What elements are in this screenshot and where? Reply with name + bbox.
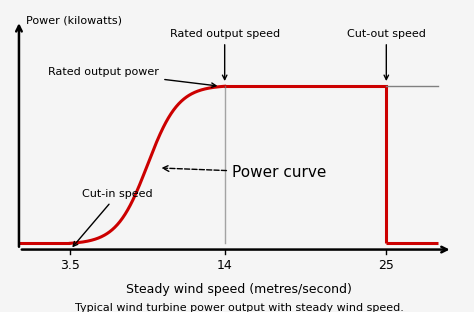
- Text: Steady wind speed (metres/second): Steady wind speed (metres/second): [127, 283, 352, 295]
- Text: Typical wind turbine power output with steady wind speed.: Typical wind turbine power output with s…: [75, 303, 404, 312]
- Text: 25: 25: [378, 259, 394, 272]
- Text: Power curve: Power curve: [163, 165, 327, 180]
- Text: Rated output speed: Rated output speed: [170, 29, 280, 80]
- Text: Rated output power: Rated output power: [48, 67, 216, 87]
- Text: Cut-in speed: Cut-in speed: [73, 189, 153, 246]
- Text: Cut-out speed: Cut-out speed: [347, 29, 426, 80]
- Text: 14: 14: [217, 259, 233, 272]
- Text: Power (kilowatts): Power (kilowatts): [27, 16, 122, 26]
- Text: 3.5: 3.5: [61, 259, 80, 272]
